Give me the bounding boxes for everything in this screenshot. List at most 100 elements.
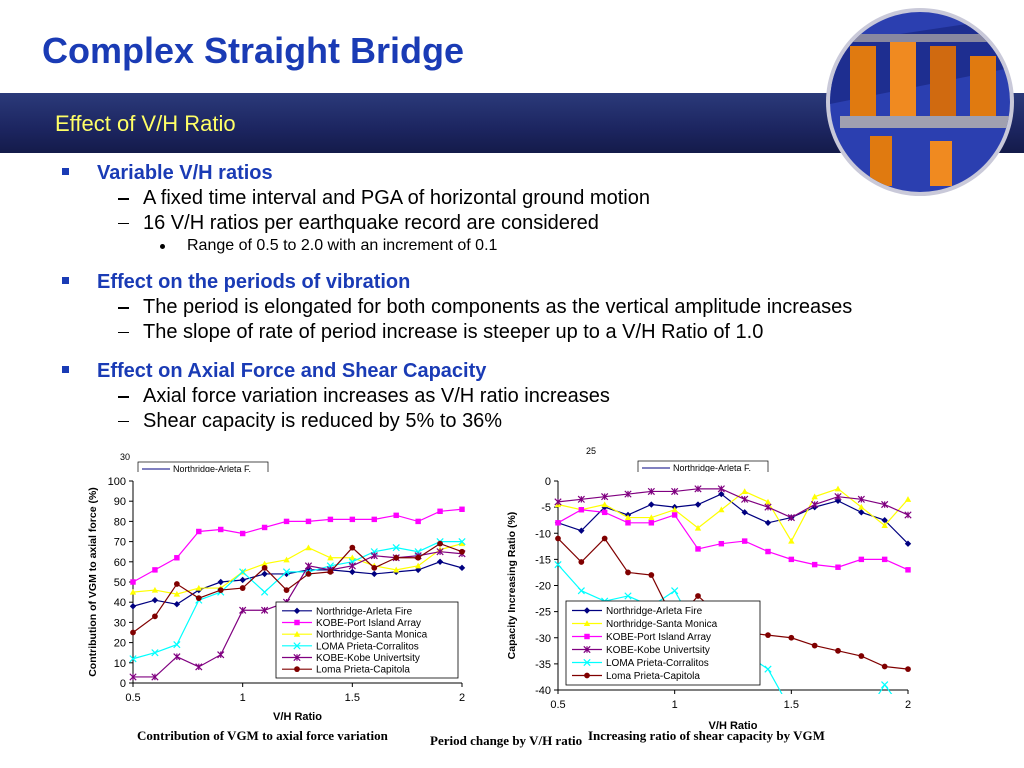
chart: 0 10 20 30 40 50 60 70 80 90 100 0.5 1 1.5 2 V/H Ratio C…	[80, 472, 472, 723]
marker	[415, 554, 422, 561]
marker	[834, 485, 842, 492]
chart-caption: Increasing ratio of shear capacity by VG…	[588, 728, 825, 743]
marker	[393, 566, 400, 573]
marker	[858, 509, 865, 516]
marker	[695, 593, 701, 599]
dash	[118, 396, 129, 398]
marker	[554, 560, 562, 569]
marker	[349, 568, 356, 576]
marker	[173, 601, 181, 608]
sub-bullet: Axial force variation increases as V/H r…	[0, 384, 1000, 409]
marker	[458, 540, 466, 547]
y-tick-label: 20	[114, 638, 126, 650]
marker	[625, 569, 631, 576]
legend-label: KOBE-Kobe Univertsity	[606, 645, 710, 656]
marker	[458, 564, 466, 572]
marker	[327, 554, 334, 561]
y-tick-label: 90	[114, 496, 126, 508]
marker	[195, 663, 203, 671]
marker	[437, 540, 443, 547]
legend: Northridge-Arleta Fire Northridge-Santa M…	[565, 600, 761, 686]
marker	[349, 516, 356, 523]
marker	[151, 649, 159, 657]
marker	[196, 528, 202, 535]
legend-label: Northridge-Arleta Fire	[606, 606, 703, 617]
marker	[239, 530, 246, 537]
marker	[835, 647, 841, 654]
marker	[151, 586, 159, 593]
marker	[834, 497, 842, 505]
slide-title: Complex Straight Bridge	[42, 30, 465, 71]
marker	[765, 548, 771, 555]
marker	[624, 490, 632, 498]
marker	[741, 488, 748, 495]
marker	[129, 588, 137, 595]
marker	[741, 538, 748, 544]
x-tick-label: 2	[459, 692, 465, 704]
marker	[881, 663, 888, 670]
marker	[304, 562, 313, 570]
marker	[239, 585, 246, 591]
bridge-image	[826, 8, 1014, 196]
marker	[881, 681, 889, 689]
marker	[415, 518, 421, 525]
marker	[858, 503, 865, 510]
legend-label: Northridge-Santa Monica	[606, 619, 718, 630]
marker	[283, 587, 290, 593]
dash	[118, 222, 129, 224]
legend-label: Northridge-Santa Monica	[316, 630, 428, 641]
marker	[129, 673, 137, 681]
marker	[764, 498, 772, 505]
marker	[371, 570, 378, 578]
series-line	[133, 551, 463, 678]
marker	[348, 562, 356, 570]
marker	[151, 673, 159, 681]
marker	[174, 555, 180, 561]
marker	[671, 587, 679, 595]
x-tick-label: 2	[905, 699, 911, 711]
dash	[118, 331, 129, 333]
marker	[555, 520, 561, 526]
marker	[881, 556, 888, 563]
marker	[648, 501, 655, 508]
marker	[294, 666, 300, 673]
marker	[695, 546, 701, 552]
marker	[218, 526, 224, 533]
marker	[393, 554, 400, 561]
bullet-heading: Variable V/H ratios	[0, 160, 1000, 186]
marker	[305, 544, 312, 551]
marker	[835, 564, 841, 570]
series-line	[132, 508, 463, 583]
marker	[217, 651, 225, 659]
dot	[160, 244, 165, 249]
marker	[904, 511, 912, 519]
legend-label: Northridge-Arleta Fire	[316, 606, 413, 617]
legend-label: Loma Prieta-Capitola	[316, 665, 410, 676]
legend-label: KOBE-Port Island Array	[606, 632, 711, 643]
marker	[173, 640, 181, 649]
marker	[459, 506, 465, 512]
marker	[904, 540, 912, 547]
marker	[601, 501, 608, 508]
marker	[282, 568, 291, 576]
marker	[788, 634, 795, 641]
marker	[811, 493, 818, 500]
marker	[811, 500, 819, 509]
marker	[583, 607, 591, 614]
bullet-square	[62, 277, 69, 284]
marker	[327, 569, 334, 575]
y-tick-label: -20	[535, 581, 551, 593]
series-line	[132, 540, 462, 660]
background-legend-text: Northridge-Arleta F.	[673, 463, 751, 473]
marker	[834, 493, 842, 501]
marker	[217, 587, 224, 593]
marker	[787, 513, 795, 522]
marker	[718, 490, 725, 498]
x-tick-label: 1	[672, 699, 678, 711]
bullet-square	[62, 366, 69, 373]
legend-box	[275, 601, 459, 679]
marker	[173, 653, 181, 661]
